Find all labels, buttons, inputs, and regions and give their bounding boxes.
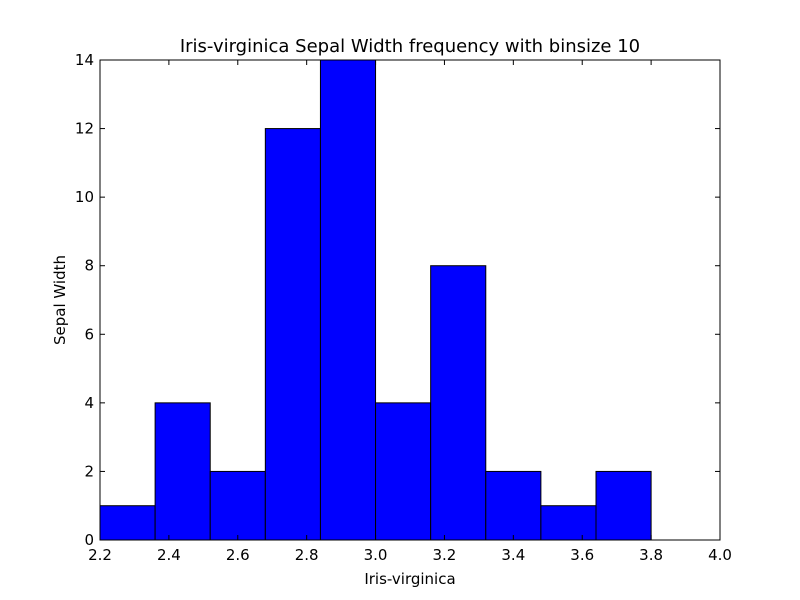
x-tick-label: 2.4 [157,546,181,564]
histogram-bar [485,470,542,541]
histogram-bar [430,265,487,541]
x-axis: 2.2 2.4 2.6 2.8 3.0 3.2 3.4 3.6 3.8 4.0 [88,60,732,564]
histogram-bar [319,59,377,541]
histogram-bar [264,128,321,541]
x-tick-label: 3.2 [433,546,457,564]
bars-group [99,59,652,541]
histogram-bar [209,470,266,541]
y-tick-label: 4 [84,394,94,412]
y-tick-label: 14 [75,51,94,69]
histogram-bar [99,505,156,541]
x-tick-label: 2.8 [295,546,319,564]
plot-frame [99,59,721,541]
y-tick-label: 12 [75,120,94,138]
x-tick-label: 2.2 [88,546,112,564]
histogram-bar [540,505,597,541]
x-tick-label: 3.6 [570,546,594,564]
y-axis-title: Sepal Width [51,255,69,345]
x-tick-label: 2.6 [226,546,250,564]
x-tick-label: 3.4 [501,546,525,564]
histogram-bar [375,402,432,541]
chart-title: Iris-virginica Sepal Width frequency wit… [180,36,640,57]
x-tick-label: 4.0 [708,546,732,564]
x-tick-label: 3.8 [639,546,663,564]
y-tick-label: 10 [75,188,94,206]
histogram-bar [595,470,652,541]
x-tick-label: 3.0 [364,546,388,564]
y-tick-label: 0 [84,531,94,549]
histogram-bar [154,402,211,541]
y-tick-label: 2 [84,462,94,480]
y-axis: 0 2 4 6 8 10 12 14 [75,51,720,549]
y-tick-label: 6 [84,325,94,343]
y-tick-label: 8 [84,257,94,275]
x-axis-title: Iris-virginica [364,570,455,588]
